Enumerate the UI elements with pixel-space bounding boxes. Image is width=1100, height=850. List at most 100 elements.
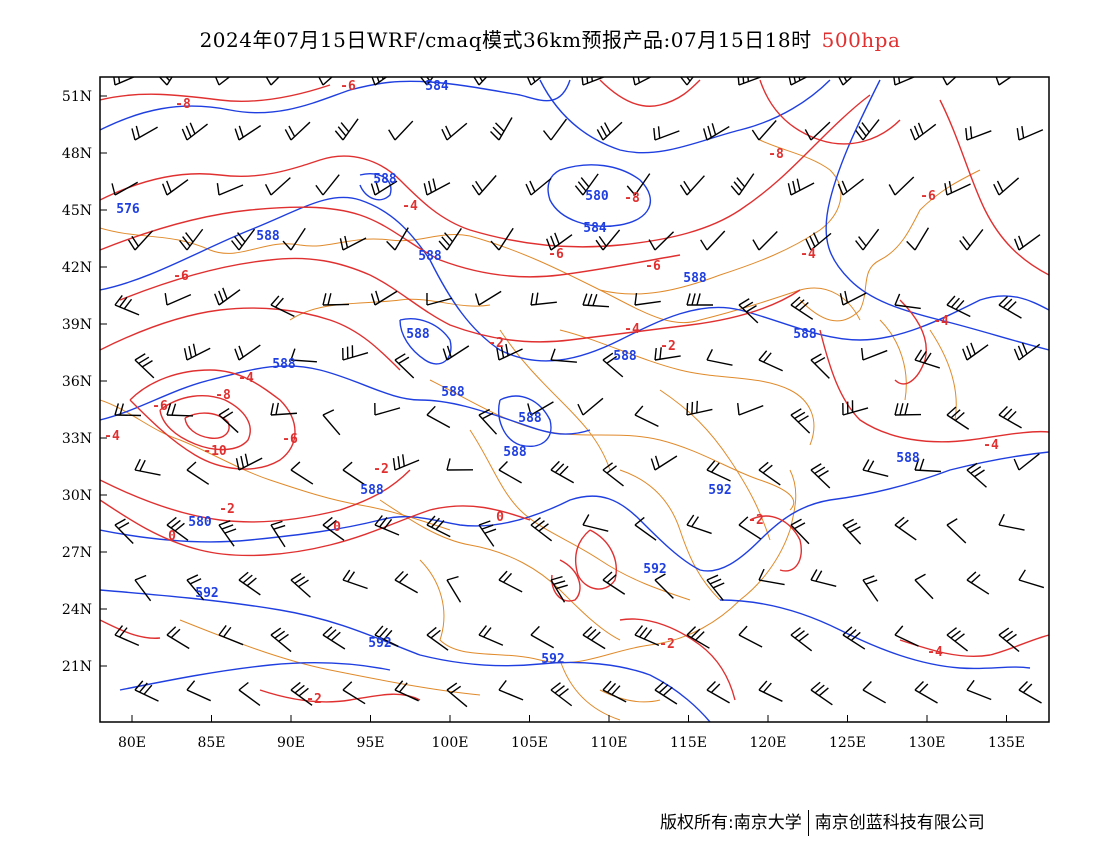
wind-barb xyxy=(679,77,694,86)
height-contour-label: 588 xyxy=(272,357,296,372)
wind-barb xyxy=(270,295,295,318)
copyright-right: 南京创蓝科技有限公司 xyxy=(814,813,985,833)
wind-barb xyxy=(238,571,261,596)
lat-tick-label: 51N xyxy=(62,89,92,105)
wind-barb xyxy=(114,518,134,545)
wind-barb xyxy=(703,123,730,141)
height-contour-label: 588 xyxy=(418,249,442,264)
wind-barb xyxy=(284,121,311,141)
wind-barb xyxy=(862,680,886,704)
wind-barb xyxy=(810,569,837,588)
wind-barb xyxy=(530,517,553,542)
wind-barb xyxy=(700,230,726,251)
lon-tick-label: 110E xyxy=(591,735,628,751)
wind-barb xyxy=(758,680,783,702)
temperature-contour-label: -4 xyxy=(933,314,949,329)
temperature-contour-label: -2 xyxy=(219,502,235,517)
wind-barb xyxy=(758,568,785,586)
wind-barb xyxy=(1016,126,1044,141)
wind-barb xyxy=(650,455,678,471)
wind-barb xyxy=(426,292,453,306)
wind-barb xyxy=(498,570,523,593)
wind-barb xyxy=(342,569,368,590)
wind-barb xyxy=(498,680,524,701)
wind-barb xyxy=(127,230,154,251)
wind-barb xyxy=(654,347,681,361)
wind-barb xyxy=(787,178,815,196)
height-contour-label: 576 xyxy=(116,202,140,217)
wind-barb xyxy=(998,513,1025,531)
wind-barb xyxy=(839,290,867,306)
wind-barb xyxy=(131,125,158,141)
wind-barb xyxy=(374,515,400,536)
wind-barb xyxy=(166,626,190,650)
temperature-contour-label: -2 xyxy=(660,339,676,354)
lat-tick-label: 48N xyxy=(62,146,92,162)
wind-barb xyxy=(527,401,554,416)
wind-barb xyxy=(315,174,340,196)
wind-barb xyxy=(134,574,152,602)
wind-barb xyxy=(386,227,409,251)
height-contour-label: 588 xyxy=(503,445,527,460)
lat-tick-label: 30N xyxy=(62,488,92,504)
wind-barb xyxy=(577,397,604,416)
temperature-contour-label: -6 xyxy=(920,189,936,204)
wind-barb xyxy=(342,461,365,486)
wind-barb xyxy=(264,177,291,196)
wind-barb xyxy=(810,463,831,489)
wind-barb xyxy=(392,454,420,471)
wind-barb xyxy=(526,77,543,86)
wind-barb xyxy=(164,293,192,306)
temperature-contour-labels: -8 -6 -6 -4 -4 -6 -8 -6 -6 -8 -4 -4 -2 -2 -4 -6 -8 -10 -6 -… xyxy=(104,79,999,707)
wind-barb xyxy=(634,293,661,306)
wind-barb xyxy=(322,516,345,541)
wind-barb xyxy=(1018,681,1042,704)
wind-barb xyxy=(758,350,783,372)
wind-barb xyxy=(686,293,714,306)
temperature-contour-label: -4 xyxy=(800,247,816,262)
wind-barb xyxy=(114,625,140,647)
wind-barb xyxy=(810,681,833,706)
height-contour-label: 588 xyxy=(406,327,430,342)
wind-barb xyxy=(166,403,194,417)
height-contour-label: 580 xyxy=(585,189,609,204)
wind-barb xyxy=(426,626,449,651)
wind-barb xyxy=(113,77,136,86)
chart-title: 2024年07月15日WRF/cmaq模式36km预报产品:07月15日18时 5… xyxy=(0,24,1100,53)
wind-barb xyxy=(423,178,451,196)
temperature-contour-label: -6 xyxy=(173,269,189,284)
lat-tick-label: 42N xyxy=(62,260,92,276)
wind-barb xyxy=(270,402,297,416)
lat-tick-label: 45N xyxy=(62,203,92,219)
wind-barb xyxy=(966,679,992,701)
wind-barb xyxy=(582,514,609,532)
wind-barb xyxy=(894,516,917,541)
wind-barb xyxy=(442,345,470,361)
wind-barb xyxy=(596,121,623,141)
wind-barb xyxy=(546,232,573,251)
wind-barb xyxy=(842,400,869,416)
wind-barb xyxy=(322,626,346,650)
wind-barb xyxy=(906,227,930,251)
wind-barb xyxy=(942,77,957,86)
temperature-contour-label: -6 xyxy=(340,79,356,94)
wind-barb xyxy=(530,292,557,306)
wind-barb xyxy=(706,574,725,601)
wind-barb xyxy=(738,516,762,540)
wind-barb xyxy=(339,235,367,251)
wind-barb xyxy=(471,175,497,196)
wind-barb xyxy=(634,516,657,541)
wind-barb xyxy=(388,120,414,141)
wind-barb xyxy=(914,458,941,473)
wind-barb xyxy=(602,352,624,378)
wind-barb xyxy=(370,180,398,196)
wind-barb xyxy=(238,681,261,706)
latitude-axis: 51N 48N 45N 42N 39N 36N 33N 30N 27N 24N 21N xyxy=(62,89,107,675)
height-contour-labels: 584 588 588 588 588 588 588 588 588 588 580 576 580 5… xyxy=(116,79,920,667)
wind-barb xyxy=(158,77,173,86)
wind-barb xyxy=(998,296,1022,319)
wind-barb xyxy=(855,228,880,251)
wind-barb xyxy=(231,228,256,251)
height-contour-label: 584 xyxy=(425,79,449,94)
